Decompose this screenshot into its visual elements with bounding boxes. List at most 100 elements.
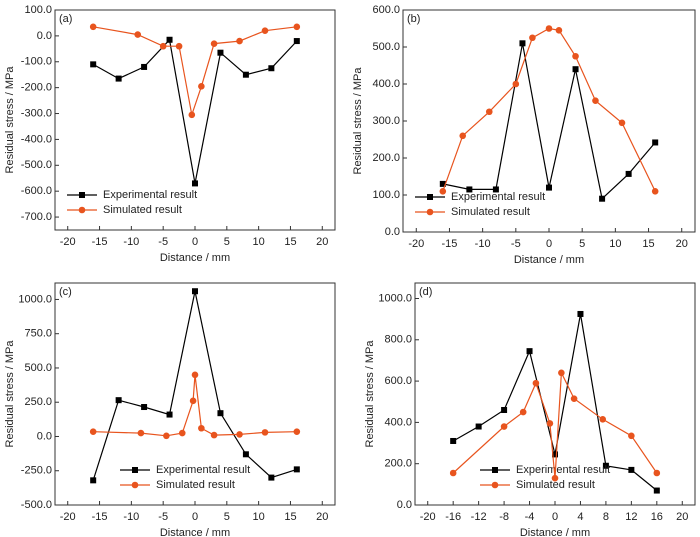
legend-marker: [427, 194, 433, 200]
x-tick-label: 20: [676, 238, 688, 250]
x-tick-label: 0: [546, 238, 552, 250]
y-tick-label: -100.0: [21, 56, 52, 68]
x-tick-label: -15: [92, 236, 108, 248]
marker: [652, 139, 659, 146]
y-axis-label: Residual stress / MPa: [364, 340, 376, 448]
y-tick-label: -200.0: [21, 82, 52, 94]
y-axis-label: Residual stress / MPa: [4, 66, 16, 174]
marker: [242, 71, 249, 78]
marker: [492, 186, 499, 193]
x-tick-label: -12: [471, 511, 487, 523]
marker: [175, 42, 183, 50]
panel-label: (c): [59, 286, 72, 298]
marker: [450, 437, 457, 444]
x-axis-label: Distance / mm: [514, 254, 584, 266]
x-tick-label: 0: [552, 511, 558, 523]
marker: [217, 49, 224, 56]
x-tick-label: 10: [253, 236, 265, 248]
legend-marker: [131, 481, 139, 489]
legend-marker: [79, 192, 85, 198]
marker: [166, 411, 173, 418]
marker: [210, 431, 218, 439]
legend-marker: [491, 481, 499, 489]
x-tick-label: 20: [316, 236, 328, 248]
y-tick-label: 500.0: [24, 362, 52, 374]
y-tick-label: 0.0: [385, 226, 400, 238]
x-axis-label: Distance / mm: [520, 527, 590, 537]
x-tick-label: -5: [158, 236, 168, 248]
marker: [198, 83, 205, 90]
y-tick-label: 100.0: [24, 4, 52, 16]
y-tick-label: -250.0: [21, 465, 52, 477]
marker: [236, 37, 243, 45]
panel: -20 -15 -10 -5 0 5 10 15 20 -500.0 -250.0 0.0 250.0 5…: [4, 282, 336, 537]
marker: [449, 469, 457, 477]
y-tick-label: 600.0: [372, 4, 400, 16]
panel-label: (b): [407, 13, 420, 25]
marker: [268, 474, 275, 481]
legend-marker: [426, 208, 434, 216]
marker: [653, 469, 661, 477]
series-line: [93, 374, 297, 437]
marker: [261, 27, 269, 35]
series-line: [92, 38, 298, 184]
marker: [90, 61, 97, 68]
panel: -20 -15 -10 -5 0 5 10 15 20 100.0 0.0 -100.0 -200.0 -…: [4, 4, 336, 264]
y-tick-label: 0.0: [37, 30, 52, 42]
y-tick-label: 250.0: [24, 396, 52, 408]
y-tick-label: -500.0: [21, 499, 52, 511]
legend-label: Simulated result: [156, 479, 235, 491]
marker: [293, 428, 301, 435]
x-tick-label: -10: [123, 511, 139, 523]
legend-label: Simulated result: [103, 204, 182, 216]
x-tick-label: 15: [284, 236, 296, 248]
marker: [512, 80, 520, 88]
x-tick-label: -10: [475, 238, 491, 250]
marker: [163, 432, 170, 440]
x-axis-label: Distance / mm: [160, 527, 230, 537]
marker: [439, 188, 447, 195]
x-tick-label: 5: [224, 236, 230, 248]
y-tick-label: 200.0: [384, 458, 412, 470]
x-tick-label: -5: [158, 511, 168, 523]
x-tick-label: 5: [579, 238, 585, 250]
panel: -20 -15 -10 -5 0 5 10 15 200.0100.0200.0300.0400…: [352, 4, 696, 266]
y-tick-label: 1000.0: [378, 292, 412, 304]
marker: [546, 420, 554, 427]
marker: [236, 431, 243, 438]
y-tick-label: 200.0: [372, 152, 400, 164]
marker: [439, 180, 446, 187]
marker: [628, 432, 635, 440]
x-tick-label: 15: [284, 511, 296, 523]
legend-label: Simulated result: [516, 479, 595, 491]
marker: [602, 462, 609, 469]
x-tick-label: 20: [316, 511, 328, 523]
marker: [599, 195, 606, 202]
marker: [555, 27, 563, 34]
marker: [551, 474, 559, 482]
marker: [592, 97, 599, 104]
y-tick-label: 750.0: [24, 328, 52, 340]
x-tick-label: 0: [192, 236, 198, 248]
x-tick-label: 4: [577, 511, 583, 523]
panel-label: (d): [419, 286, 432, 298]
x-tick-label: -16: [445, 511, 461, 523]
marker: [268, 65, 275, 72]
y-tick-label: -500.0: [21, 159, 52, 171]
marker: [653, 487, 660, 494]
marker: [242, 451, 249, 458]
marker: [625, 170, 632, 177]
marker: [572, 66, 579, 73]
marker: [192, 288, 198, 295]
y-tick-label: -600.0: [21, 185, 52, 197]
y-tick-label: 1000.0: [18, 293, 52, 305]
x-tick-label: 16: [651, 511, 663, 523]
x-tick-label: -20: [420, 511, 436, 523]
marker: [485, 108, 493, 116]
legend-marker: [492, 467, 498, 473]
series-line: [452, 370, 658, 479]
x-tick-label: -15: [92, 511, 108, 523]
plot-frame: [402, 9, 696, 233]
marker: [293, 23, 301, 31]
marker: [137, 429, 145, 437]
